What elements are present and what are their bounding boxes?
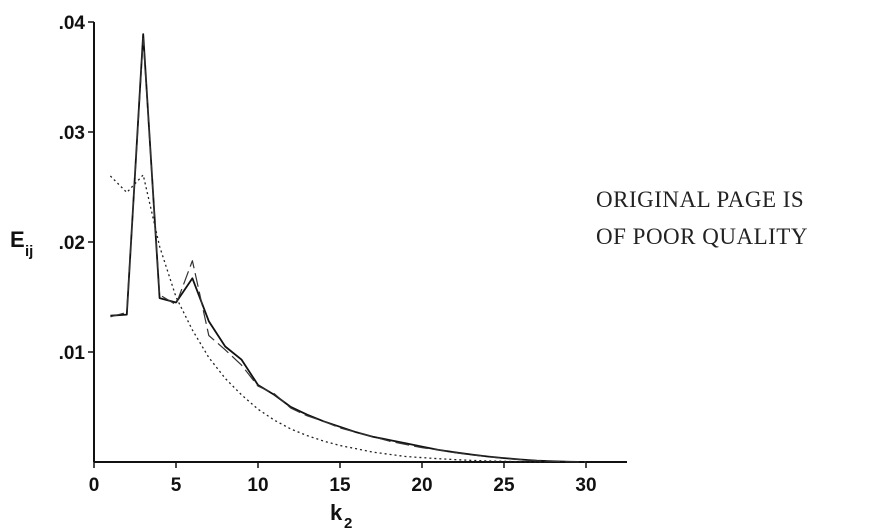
y-axis-label-subscript: ij [25,243,33,260]
x-tick-label: 30 [575,475,596,496]
series-line-dashed [110,37,587,463]
x-axis-label: k [330,500,343,525]
y-tick-label: .02 [59,233,85,254]
stamp-line-2: OF POOR QUALITY [596,224,808,249]
y-tick-label: .03 [59,123,85,144]
series-layer [109,33,587,463]
ticks: 0 5 10 15 20 25 30 .01 .02 .03 .04 [59,13,597,496]
series-line-solid [110,33,587,463]
y-tick-label: .04 [59,13,86,34]
axes [93,22,627,463]
x-tick-label: 5 [171,475,182,496]
stamp-line-1: ORIGINAL PAGE IS [596,187,805,212]
y-tick-label: .01 [59,343,86,364]
series-line-dotted [109,174,554,463]
x-axis-label-subscript: 2 [344,515,352,531]
y-axis-title: E ij [10,227,33,260]
x-tick-label: 25 [493,475,515,496]
x-tick-label: 0 [89,475,100,496]
x-axis-title: k 2 [330,500,352,531]
x-tick-label: 15 [329,475,351,496]
x-tick-label: 20 [411,475,432,496]
y-axis-label: E [10,227,25,252]
x-tick-label: 10 [247,475,268,496]
